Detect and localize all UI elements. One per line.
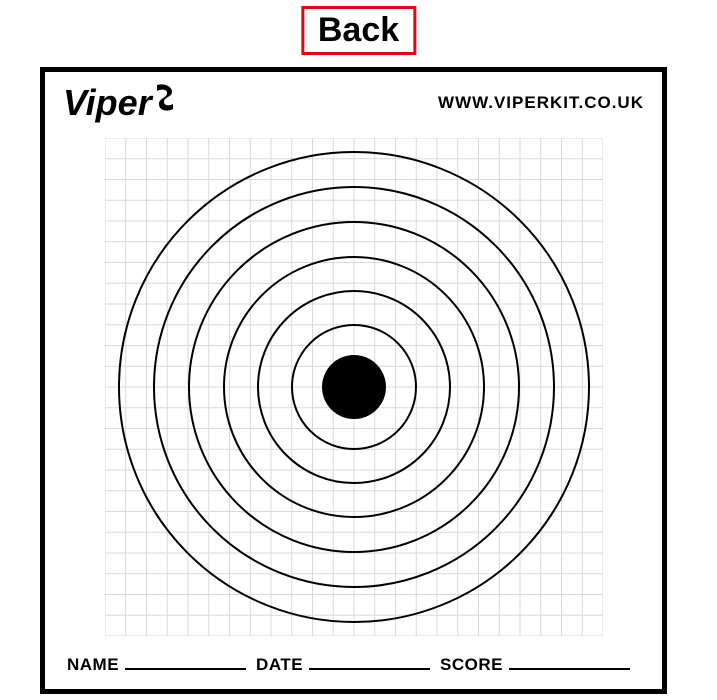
field-label-name: NAME — [67, 655, 119, 675]
card-footer: NAME DATE SCORE — [45, 655, 662, 675]
back-badge: Back — [301, 6, 416, 55]
field-line-name — [125, 668, 246, 670]
brand-logo: Viper — [63, 82, 176, 124]
brand-snake-icon — [154, 80, 176, 122]
field-line-score — [509, 668, 630, 670]
back-badge-label: Back — [318, 11, 399, 49]
target-card: Viper WWW.VIPERKIT.CO.UK NAME DATE SCORE — [40, 67, 667, 694]
brand-text: Viper — [63, 82, 152, 124]
field-line-date — [309, 668, 430, 670]
target-svg — [105, 138, 603, 636]
card-header: Viper WWW.VIPERKIT.CO.UK — [45, 72, 662, 128]
field-label-score: SCORE — [440, 655, 503, 675]
target-area — [105, 138, 603, 636]
website-url: WWW.VIPERKIT.CO.UK — [438, 93, 644, 113]
field-label-date: DATE — [256, 655, 303, 675]
